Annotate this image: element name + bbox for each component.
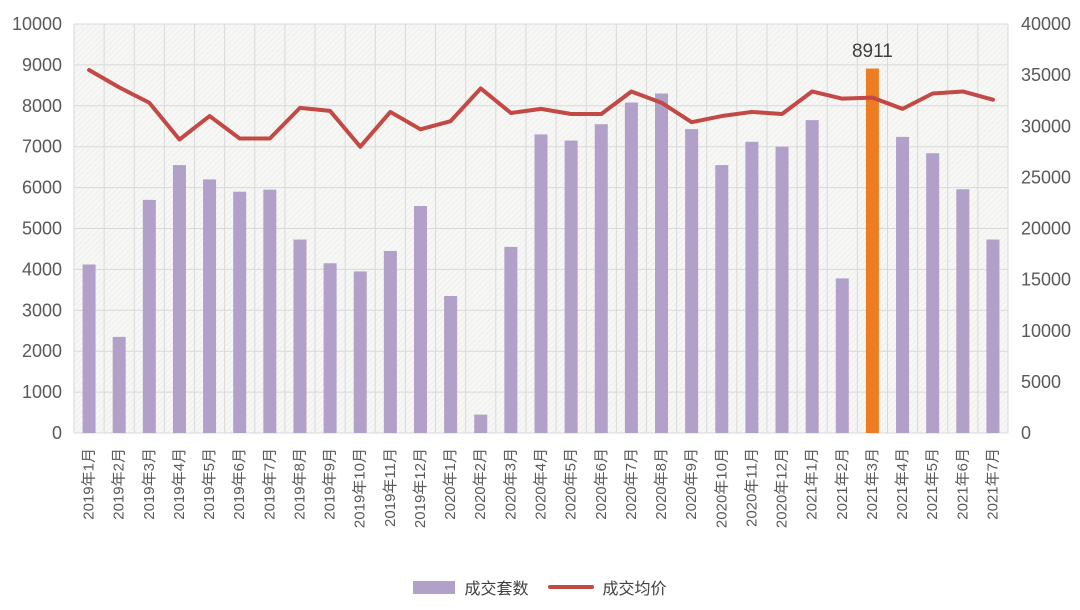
bar xyxy=(655,93,669,433)
bar xyxy=(956,189,970,433)
bar xyxy=(564,140,578,433)
bar xyxy=(926,153,940,433)
x-axis-category-label: 2020年6月 xyxy=(593,448,610,520)
x-axis-category-label: 2020年8月 xyxy=(653,448,670,520)
bar xyxy=(896,136,910,433)
legend: 成交套数 成交均价 xyxy=(0,572,1080,602)
right-axis-tick-label: 15000 xyxy=(1021,270,1071,290)
legend-line-swatch-icon xyxy=(547,585,594,589)
bar xyxy=(172,165,186,434)
right-axis-tick-label: 5000 xyxy=(1021,372,1061,392)
left-axis-tick-label: 9000 xyxy=(22,55,62,75)
bar xyxy=(413,206,427,433)
bar xyxy=(112,336,126,433)
highlight-value-label: 8911 xyxy=(852,41,893,62)
left-axis-tick-label: 4000 xyxy=(22,259,62,279)
right-axis-tick-label: 0 xyxy=(1021,423,1031,443)
x-axis-category-label: 2021年6月 xyxy=(954,448,971,520)
x-axis-category-label: 2020年10月 xyxy=(713,448,730,528)
x-axis-category-label: 2019年1月 xyxy=(81,448,98,520)
right-axis-tick-label: 35000 xyxy=(1021,65,1071,85)
bar xyxy=(142,199,156,433)
right-axis-tick-label: 25000 xyxy=(1021,167,1071,187)
right-axis-tick-label: 40000 xyxy=(1021,14,1071,34)
x-axis-category-label: 2019年4月 xyxy=(171,448,188,520)
bar xyxy=(504,246,518,433)
bar xyxy=(685,129,699,433)
bar xyxy=(474,414,488,433)
bar-highlighted xyxy=(865,68,879,433)
bar xyxy=(986,239,1000,433)
bar xyxy=(715,165,729,434)
bar xyxy=(323,263,337,433)
x-axis-category-label: 2020年2月 xyxy=(472,448,489,520)
bar xyxy=(594,124,608,433)
x-axis-category-label: 2019年3月 xyxy=(141,448,158,520)
bar xyxy=(805,120,819,434)
left-axis-tick-label: 6000 xyxy=(22,178,62,198)
x-axis-category-label: 2020年12月 xyxy=(774,448,791,528)
x-axis-category-label: 2019年12月 xyxy=(412,448,429,528)
x-axis-category-label: 2021年5月 xyxy=(924,448,941,520)
x-axis-category-label: 2021年7月 xyxy=(984,448,1001,520)
x-axis-category-label: 2019年5月 xyxy=(201,448,218,520)
x-axis-category-label: 2019年6月 xyxy=(231,448,248,520)
left-axis-tick-label: 2000 xyxy=(22,341,62,361)
x-axis-category-label: 2019年11月 xyxy=(382,448,399,527)
x-axis-category-label: 2019年2月 xyxy=(111,448,128,520)
bar xyxy=(233,191,247,433)
x-axis-category-label: 2020年5月 xyxy=(563,448,580,520)
x-axis-category-label: 2019年8月 xyxy=(291,448,308,520)
bar xyxy=(624,102,638,433)
left-axis-tick-label: 8000 xyxy=(22,96,62,116)
left-axis-tick-label: 5000 xyxy=(22,219,62,239)
bar xyxy=(82,264,96,433)
chart-plot-svg: 0 1000 2000 3000 4000 5000 6000 7000 8000 9000 100… xyxy=(12,14,1071,528)
left-axis-tick-label: 3000 xyxy=(22,300,62,320)
x-axis-category-label: 2021年3月 xyxy=(864,448,881,520)
x-axis-category-label: 2020年1月 xyxy=(442,448,459,520)
price-line xyxy=(87,68,995,149)
bar xyxy=(444,295,458,433)
bar xyxy=(534,134,548,433)
x-axis-category-label: 2020年4月 xyxy=(533,448,550,520)
x-axis-category-label: 2019年9月 xyxy=(322,448,339,520)
bar xyxy=(745,141,759,434)
x-axis-category-label: 2019年7月 xyxy=(261,448,278,520)
bar xyxy=(203,179,217,433)
bar xyxy=(835,278,849,433)
legend-line-label: 成交均价 xyxy=(602,581,667,598)
left-axis-tick-label: 10000 xyxy=(12,14,62,34)
bar xyxy=(263,189,277,433)
bar xyxy=(383,250,397,433)
x-axis-category-label: 2019年10月 xyxy=(352,448,369,528)
x-axis-category-label: 2020年7月 xyxy=(623,448,640,520)
x-axis-category-label: 2021年2月 xyxy=(834,448,851,520)
x-axis-category-label: 2020年9月 xyxy=(683,448,700,520)
legend-bar-label: 成交套数 xyxy=(464,581,529,598)
right-axis-tick-label: 30000 xyxy=(1021,116,1071,136)
right-axis-tick-label: 20000 xyxy=(1021,219,1071,239)
x-axis-category-label: 2020年3月 xyxy=(502,448,519,520)
x-axis-category-label: 2021年1月 xyxy=(804,448,821,520)
right-axis-tick-label: 10000 xyxy=(1021,321,1071,341)
bar xyxy=(353,271,367,433)
left-axis-tick-label: 1000 xyxy=(22,382,62,402)
left-axis-tick-label: 0 xyxy=(52,423,62,443)
left-axis-tick-label: 7000 xyxy=(22,137,62,157)
legend-bar-swatch-icon xyxy=(413,580,456,594)
bar xyxy=(293,239,307,433)
bar xyxy=(775,146,789,433)
x-axis-category-label: 2021年4月 xyxy=(894,448,911,520)
x-axis-category-label: 2020年11月 xyxy=(743,448,760,527)
